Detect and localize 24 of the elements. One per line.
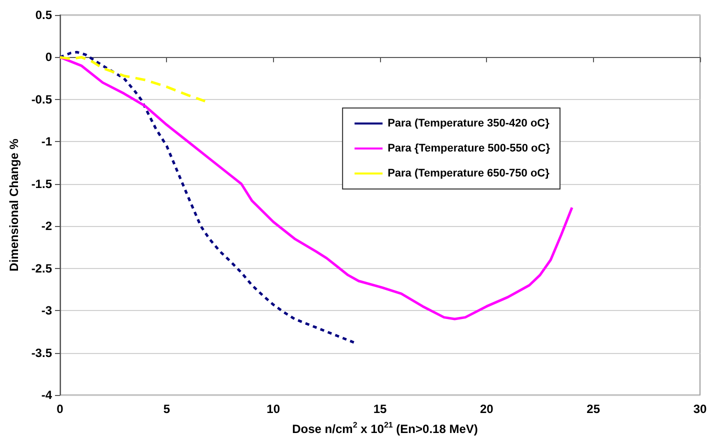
y-tick-label: 0 bbox=[45, 50, 52, 64]
x-tick-label: 5 bbox=[163, 402, 170, 416]
x-tick-label: 30 bbox=[693, 402, 707, 416]
legend-label: Para (Temperature 650-750 oC} bbox=[388, 168, 550, 180]
x-tick-label: 25 bbox=[586, 402, 600, 416]
y-tick-label: -3.5 bbox=[31, 346, 52, 360]
x-tick-label: 10 bbox=[266, 402, 280, 416]
y-tick-label: -2 bbox=[41, 219, 52, 234]
y-tick-label: -0.5 bbox=[31, 92, 52, 106]
line-series bbox=[58, 50, 356, 344]
y-tick-label: -1 bbox=[41, 134, 52, 149]
y-tick-label: 0.5 bbox=[35, 8, 52, 22]
legend-label: Para {Temperature 500-550 oC} bbox=[388, 142, 551, 154]
y-tick-label: -4 bbox=[41, 388, 52, 402]
legend-label: Para (Temperature 350-420 oC} bbox=[388, 118, 550, 130]
y-tick-label: -1.5 bbox=[31, 176, 52, 191]
x-tick-label: 0 bbox=[56, 402, 64, 416]
x-tick-label: 20 bbox=[480, 402, 494, 416]
line-series bbox=[58, 56, 574, 320]
line-series bbox=[58, 56, 206, 102]
y-tick-label: -2.5 bbox=[31, 261, 52, 276]
y-axis-title: Dimensional Change % bbox=[7, 138, 21, 272]
x-tick-label: 15 bbox=[373, 402, 387, 416]
y-tick-label: -3 bbox=[41, 304, 52, 318]
